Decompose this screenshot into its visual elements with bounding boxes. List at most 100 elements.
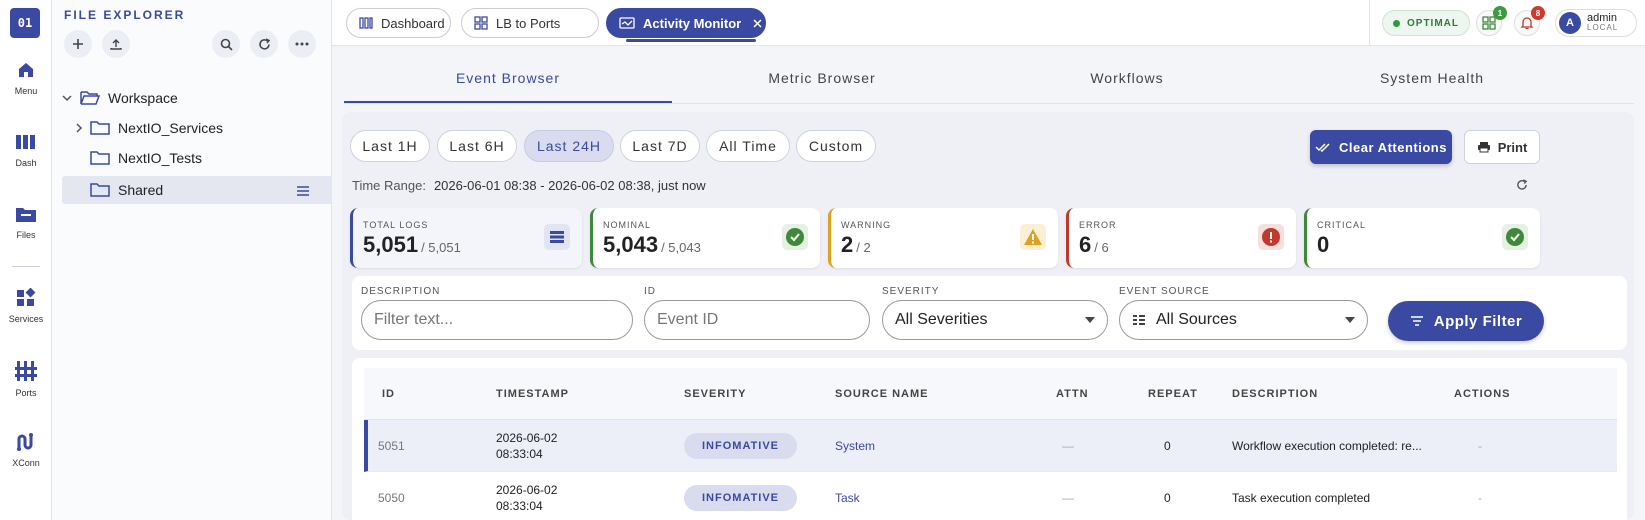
- cell-source[interactable]: Task: [835, 491, 860, 505]
- column-id[interactable]: ID: [382, 388, 395, 400]
- cell-source[interactable]: System: [835, 439, 876, 453]
- printer-icon: [1477, 142, 1490, 153]
- card-total: / 5,043: [661, 240, 701, 255]
- range-last-7d[interactable]: Last 7D: [620, 130, 700, 162]
- cell-description: Task execution completed: [1232, 491, 1371, 505]
- services-icon: [17, 288, 36, 306]
- topbar-divider: [1369, 0, 1370, 46]
- column-description[interactable]: DESCRIPTION: [1232, 388, 1319, 400]
- tree-label: Shared: [118, 182, 164, 198]
- tree-item-menu-button[interactable]: [288, 178, 318, 204]
- upload-icon: [110, 39, 122, 50]
- severity-select[interactable]: All Severities: [882, 300, 1108, 340]
- tab-metric-browser[interactable]: Metric Browser: [768, 70, 876, 86]
- folder-icon: [90, 183, 110, 197]
- more-button[interactable]: [288, 30, 316, 58]
- timestamp-time: 08:33:04: [496, 499, 543, 513]
- app-logo[interactable]: 01: [10, 8, 40, 38]
- search-icon: [220, 38, 233, 51]
- apply-filter-button[interactable]: Apply Filter: [1388, 301, 1544, 341]
- clear-attentions-button[interactable]: Clear Attentions: [1310, 130, 1452, 164]
- card-error[interactable]: ERROR 6/ 6: [1066, 208, 1296, 268]
- upload-button[interactable]: [102, 30, 130, 58]
- alerts-count-badge: 8: [1531, 6, 1545, 20]
- tree-label: NextIO_Services: [118, 120, 224, 136]
- tree-node-nextio-services[interactable]: NextIO_Services: [74, 114, 322, 142]
- active-tab-indicator: [626, 39, 756, 42]
- refresh-button[interactable]: [1516, 178, 1528, 196]
- button-label: Clear Attentions: [1339, 139, 1447, 155]
- more-icon: [295, 42, 309, 46]
- card-total-logs[interactable]: TOTAL LOGS 5,051/ 5,051: [350, 208, 582, 268]
- print-button[interactable]: Print: [1464, 130, 1540, 164]
- user-menu[interactable]: A admin LOCAL: [1555, 9, 1637, 37]
- apps-icon: [1482, 16, 1496, 30]
- rail-item-services[interactable]: Services: [0, 288, 52, 324]
- rail-item-xconn[interactable]: XConn: [0, 432, 52, 468]
- column-attn[interactable]: ATTN: [1056, 388, 1089, 400]
- column-timestamp[interactable]: TIMESTAMP: [496, 388, 569, 400]
- rail-item-menu[interactable]: Menu: [0, 60, 52, 96]
- check-circle-icon: [782, 224, 808, 250]
- card-value: 5,043: [603, 232, 659, 257]
- timestamp-date: 2026-06-02: [496, 431, 558, 445]
- card-critical[interactable]: CRITICAL 0: [1304, 208, 1540, 268]
- rail-item-files[interactable]: Files: [0, 204, 52, 240]
- range-custom[interactable]: Custom: [796, 130, 876, 162]
- event-source-select[interactable]: All Sources: [1119, 300, 1368, 340]
- cell-id: 5050: [378, 491, 405, 505]
- refresh-button[interactable]: [250, 30, 278, 58]
- column-repeat[interactable]: REPEAT: [1148, 388, 1198, 400]
- services-notification-button[interactable]: 1: [1476, 6, 1507, 36]
- check-all-icon: [1315, 143, 1330, 152]
- tab-system-health[interactable]: System Health: [1379, 70, 1485, 86]
- card-nominal[interactable]: NOMINAL 5,043/ 5,043: [590, 208, 820, 268]
- column-actions: ACTIONS: [1454, 388, 1511, 400]
- status-text: OPTIMAL: [1407, 17, 1459, 29]
- table-row[interactable]: 5050 2026-06-02 08:33:04 INFOMATIVE Task…: [364, 472, 1617, 520]
- tab-event-browser[interactable]: Event Browser: [455, 70, 561, 86]
- event-browser-panel: Last 1H Last 6H Last 24H Last 7D All Tim…: [342, 112, 1634, 520]
- refresh-icon: [258, 37, 270, 50]
- range-all-time[interactable]: All Time: [706, 130, 790, 162]
- rail-item-ports[interactable]: Ports: [0, 360, 52, 398]
- tree-node-shared[interactable]: Shared: [62, 176, 338, 204]
- system-status-badge[interactable]: OPTIMAL: [1382, 10, 1470, 36]
- close-tab-button[interactable]: [753, 18, 762, 28]
- folder-icon: [90, 151, 110, 165]
- cell-severity: INFOMATIVE: [684, 420, 798, 472]
- event-id-input[interactable]: Event ID: [644, 300, 870, 340]
- top-bar: Dashboard LB to Ports Activity Monitor O…: [332, 0, 1645, 46]
- range-last-6h[interactable]: Last 6H: [437, 130, 517, 162]
- card-warning[interactable]: WARNING 2/ 2: [828, 208, 1058, 268]
- new-file-button[interactable]: [64, 30, 92, 58]
- severity-badge: INFOMATIVE: [684, 433, 798, 459]
- tab-activity-monitor[interactable]: Activity Monitor: [606, 8, 766, 38]
- severity-value: All Severities: [895, 311, 988, 328]
- tree-node-workspace[interactable]: Workspace: [62, 84, 322, 112]
- cell-timestamp: 2026-06-02 08:33:04: [496, 472, 557, 520]
- tab-label: Activity Monitor: [643, 15, 742, 31]
- events-table: ID TIMESTAMP SEVERITY SOURCE NAME ATTN R…: [352, 358, 1627, 520]
- tab-lb-to-ports[interactable]: LB to Ports: [461, 8, 599, 38]
- cell-actions[interactable]: -: [1478, 439, 1482, 453]
- column-severity[interactable]: SEVERITY: [684, 388, 747, 400]
- tab-workflows[interactable]: Workflows: [1090, 70, 1164, 86]
- table-row[interactable]: 5051 2026-06-02 08:33:04 INFOMATIVE Syst…: [364, 420, 1617, 472]
- range-last-1h[interactable]: Last 1H: [350, 130, 430, 162]
- refresh-icon: [1517, 179, 1528, 190]
- cell-actions[interactable]: -: [1478, 491, 1482, 505]
- column-source-name[interactable]: SOURCE NAME: [835, 388, 929, 400]
- services-count-badge: 1: [1493, 6, 1507, 20]
- warning-icon: [1020, 224, 1046, 250]
- tab-dashboard[interactable]: Dashboard: [346, 8, 451, 38]
- description-filter-input[interactable]: Filter text...: [361, 300, 633, 340]
- tree-node-nextio-tests[interactable]: NextIO_Tests: [90, 144, 322, 172]
- alerts-button[interactable]: 8: [1514, 6, 1545, 36]
- dashboard-icon: [16, 135, 35, 149]
- range-last-24h[interactable]: Last 24H: [524, 130, 614, 162]
- cell-id: 5051: [378, 439, 405, 453]
- rail-item-dash[interactable]: Dash: [0, 132, 52, 168]
- search-button[interactable]: [212, 30, 240, 58]
- tree-label: NextIO_Tests: [118, 150, 203, 166]
